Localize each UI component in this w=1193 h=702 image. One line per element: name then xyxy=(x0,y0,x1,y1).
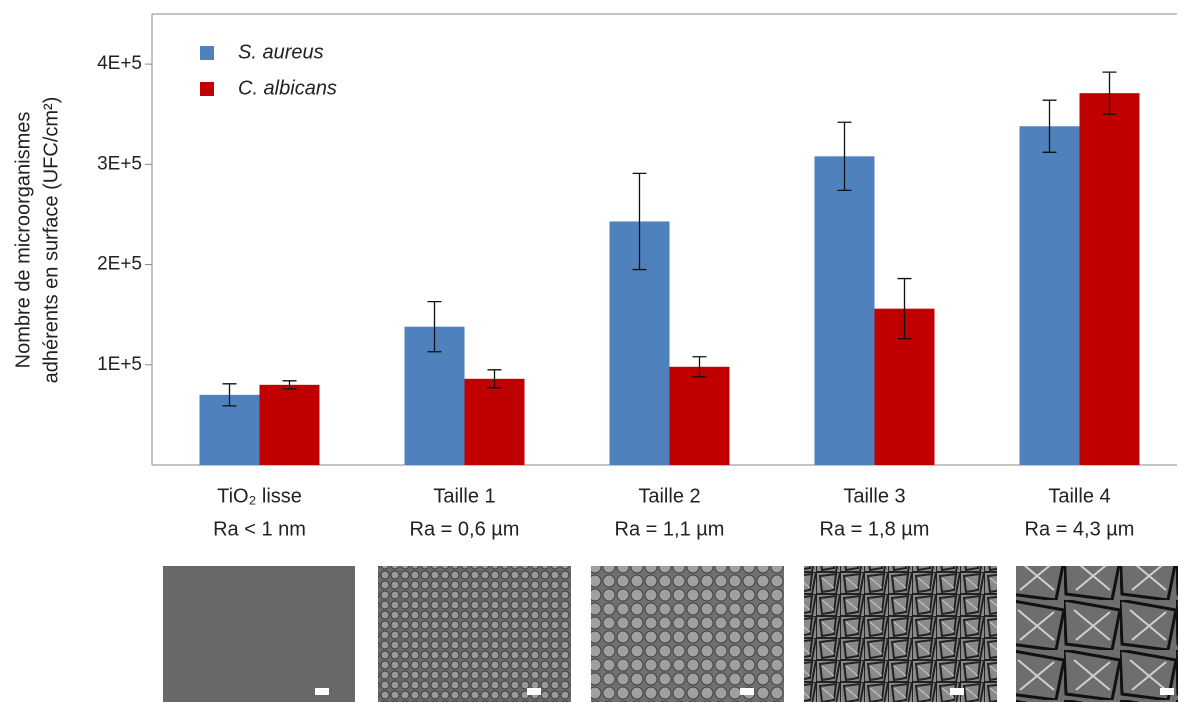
sem-image xyxy=(591,566,784,702)
scale-bar xyxy=(315,688,329,695)
bar xyxy=(814,156,875,465)
error-bar xyxy=(222,383,237,407)
scale-bar xyxy=(740,688,754,695)
bar xyxy=(669,366,730,465)
x-tick-sublabel: Ra = 1,1 µm xyxy=(615,518,725,540)
error-bar xyxy=(632,172,647,271)
x-tick-label: Taille 4 xyxy=(1048,485,1110,507)
y-tick-label: 1E+5 xyxy=(97,354,142,375)
x-tick-sublabel: Ra < 1 nm xyxy=(213,518,306,540)
legend-label: C. albicans xyxy=(238,77,337,99)
error-bar xyxy=(282,380,297,390)
sem-image xyxy=(804,566,997,702)
x-tick-label: Taille 2 xyxy=(638,485,700,507)
y-tick-label: 2E+5 xyxy=(97,254,142,275)
y-axis-label: Nombre de microorganismes xyxy=(12,112,34,369)
sem-image xyxy=(378,566,571,702)
legend-swatch xyxy=(200,82,214,96)
error-bar xyxy=(897,277,912,340)
error-bar xyxy=(427,300,442,353)
x-tick-sublabel: Ra = 4,3 µm xyxy=(1025,518,1135,540)
error-bar xyxy=(1102,71,1117,115)
scale-bar xyxy=(950,688,964,695)
error-bar xyxy=(692,356,707,378)
error-bar xyxy=(837,121,852,192)
x-tick-label: Taille 1 xyxy=(433,485,495,507)
y-axis-label: adhérents en surface (UFC/cm²) xyxy=(40,97,62,384)
scale-bar xyxy=(527,688,541,695)
y-tick-label: 3E+5 xyxy=(97,153,142,174)
sem-image xyxy=(163,566,355,702)
error-bar xyxy=(1042,99,1057,153)
sem-images xyxy=(163,566,1178,702)
x-tick-label: Taille 3 xyxy=(843,485,905,507)
bar xyxy=(259,384,320,465)
bar xyxy=(464,378,525,465)
x-tick-sublabel: Ra = 0,6 µm xyxy=(410,518,520,540)
bar xyxy=(199,394,260,465)
y-tick-label: 4E+5 xyxy=(97,53,142,74)
legend-label: S. aureus xyxy=(238,41,324,63)
bar xyxy=(1079,93,1140,466)
sem-image xyxy=(1016,566,1178,702)
x-tick-sublabel: Ra = 1,8 µm xyxy=(820,518,930,540)
legend-swatch xyxy=(200,46,214,60)
bar xyxy=(1019,126,1080,465)
scale-bar xyxy=(1160,688,1174,695)
error-bar xyxy=(487,369,502,389)
x-tick-label: TiO₂ lisse xyxy=(217,485,302,507)
